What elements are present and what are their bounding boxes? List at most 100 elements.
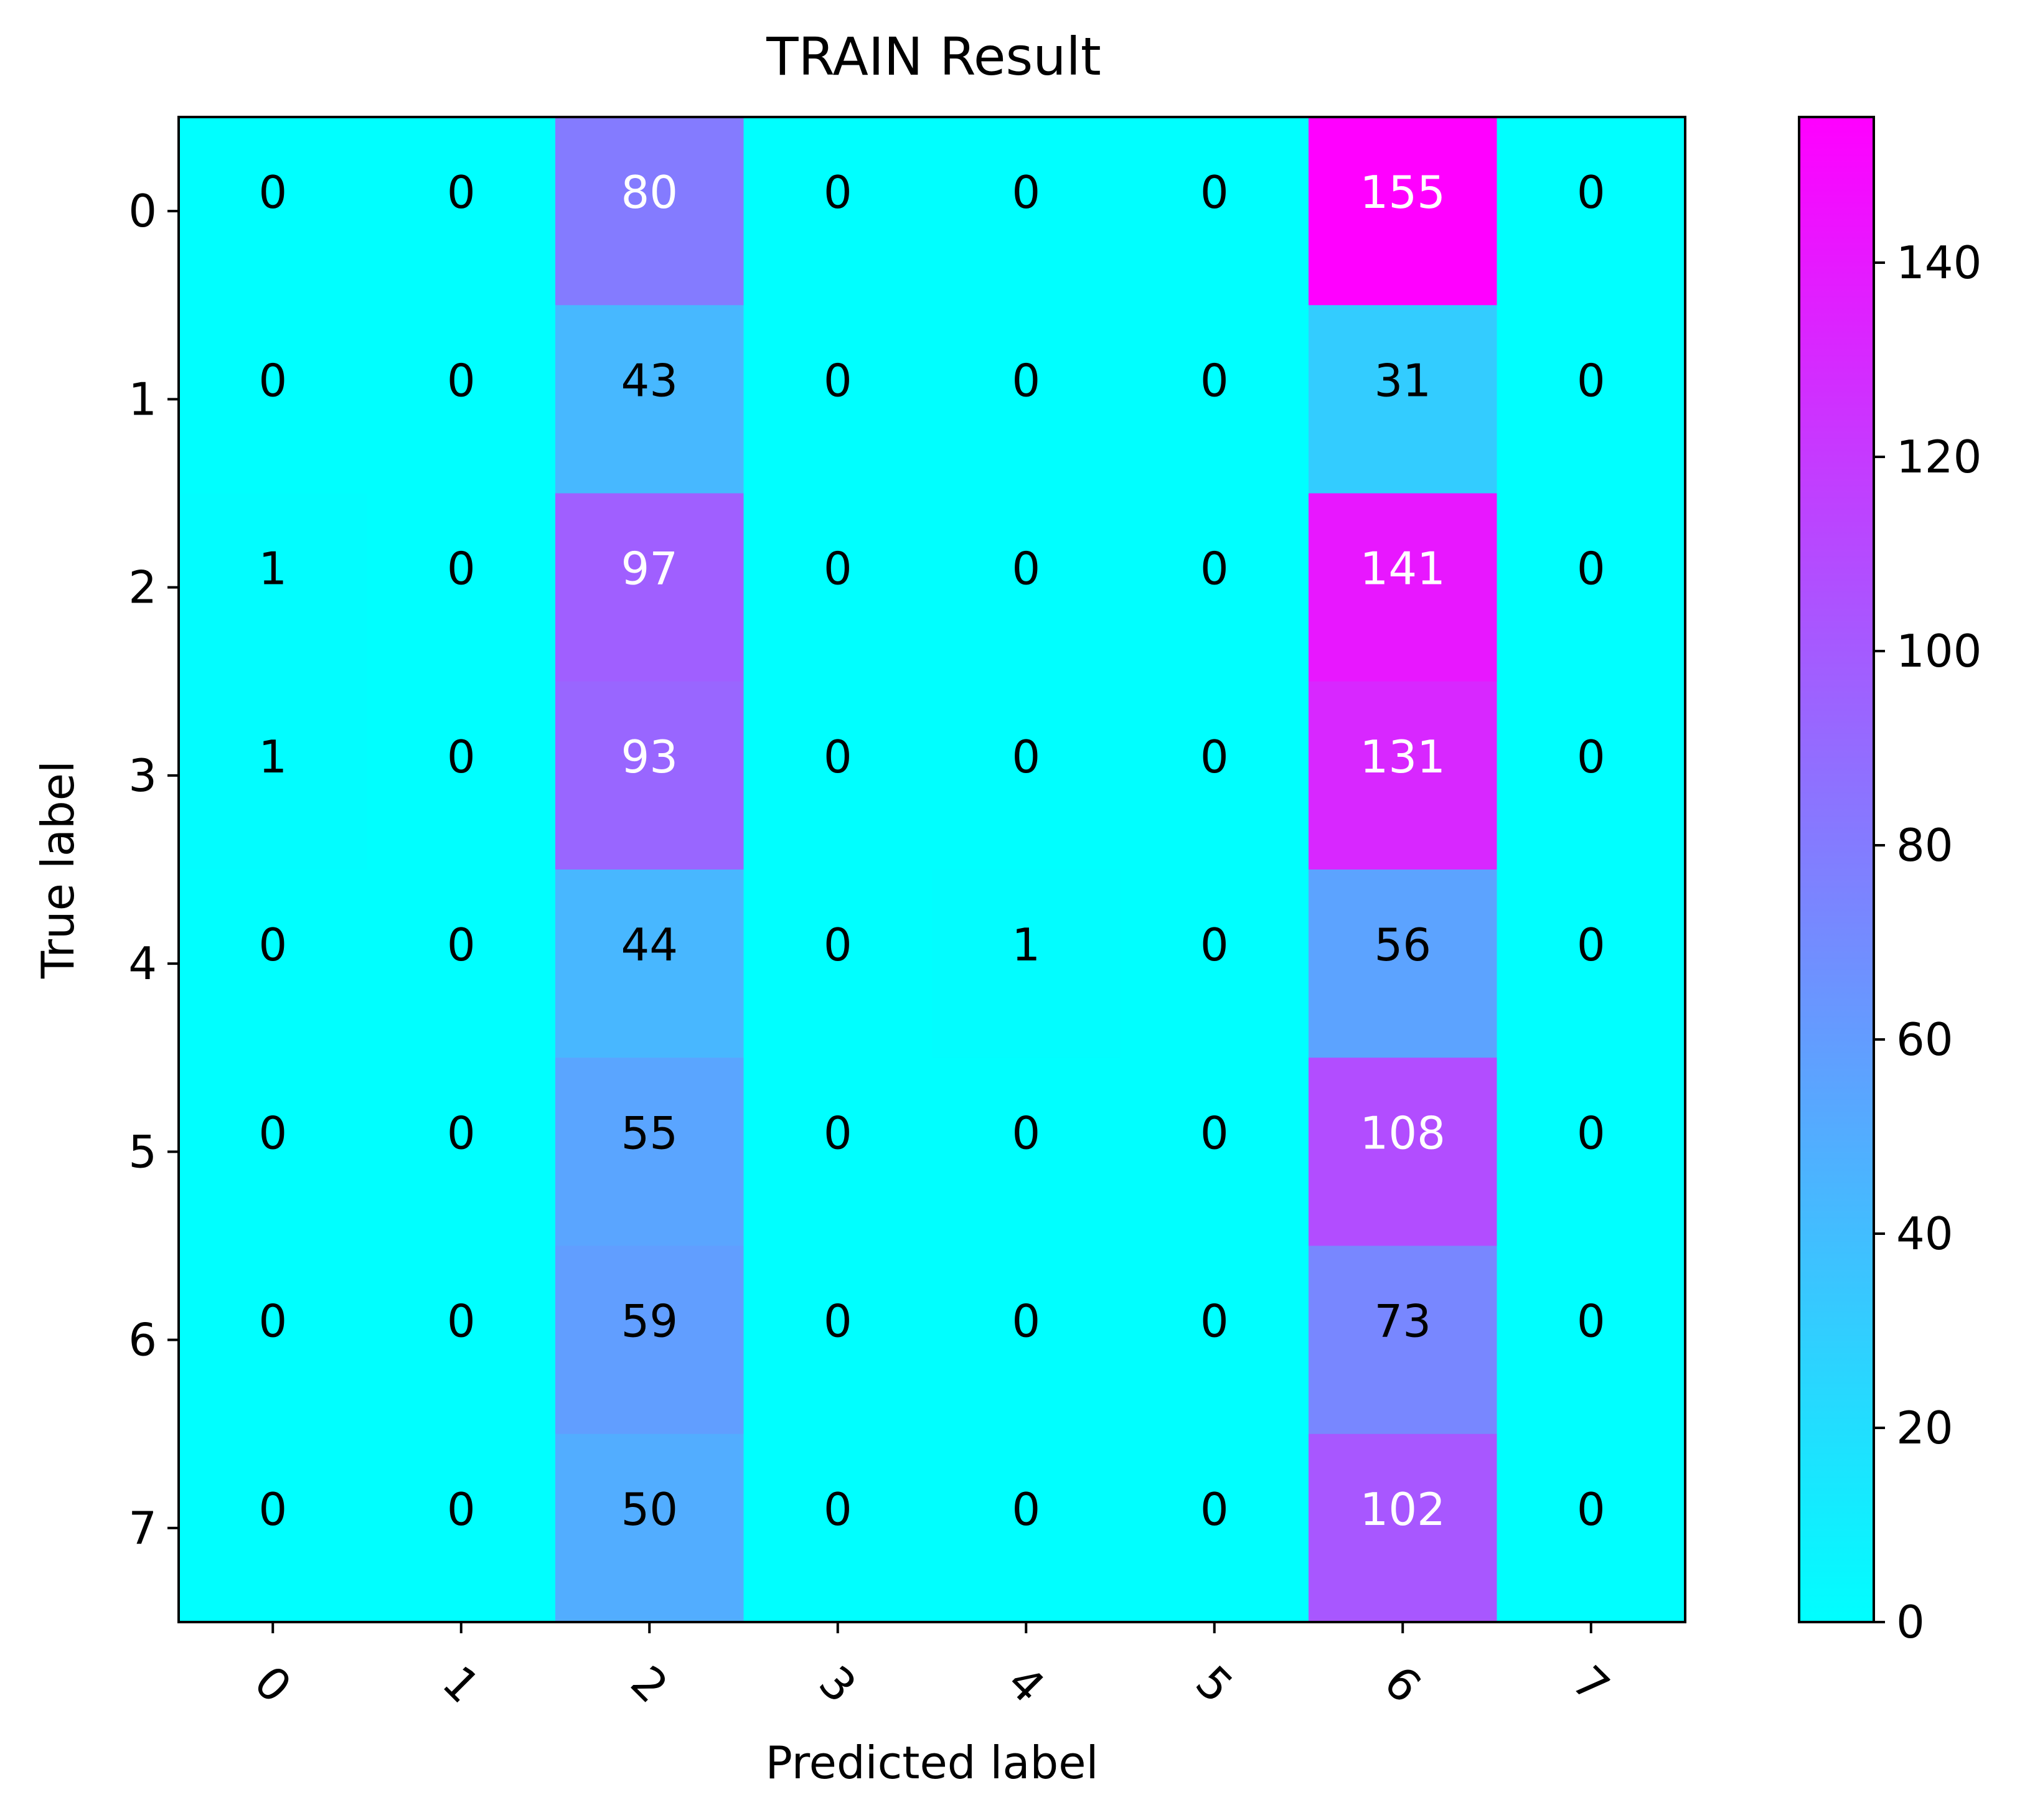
cell-value-6-5: 0 — [1200, 1295, 1229, 1348]
cell-value-6-2: 59 — [621, 1295, 678, 1348]
heatmap-cell-5-5 — [1120, 1058, 1309, 1247]
y-tick-label: 3 — [128, 749, 157, 802]
cell-annotations: 0 0 80 0 0 0 155 00 0 43 0 0 0 31 01 0 97 0 0 0 141 01 0 93 0 0 0 1… — [258, 166, 1605, 1536]
heatmap-cell-4-5 — [1120, 870, 1309, 1058]
cell-value-0-3: 0 — [824, 166, 852, 218]
heatmap-cell-7-2 — [555, 1433, 745, 1623]
cell-value-0-1: 0 — [447, 166, 476, 218]
cell-value-5-5: 0 — [1200, 1107, 1229, 1159]
cell-value-2-6: 141 — [1360, 543, 1445, 595]
cell-value-4-5: 0 — [1200, 919, 1229, 971]
heatmap-cell-5-1 — [367, 1058, 556, 1247]
cell-value-5-2: 55 — [621, 1107, 678, 1159]
cell-value-0-0: 0 — [258, 166, 287, 218]
heatmap-cell-5-4 — [932, 1058, 1121, 1247]
heatmap-cell-0-5 — [1120, 117, 1309, 306]
cell-value-7-6: 102 — [1360, 1483, 1445, 1536]
heatmap-cell-1-5 — [1120, 305, 1309, 494]
cell-value-1-6: 31 — [1374, 354, 1431, 406]
heatmap-cell-6-0 — [179, 1245, 368, 1435]
cell-value-5-1: 0 — [447, 1107, 476, 1159]
heatmap-cell-7-1 — [367, 1433, 556, 1623]
heatmap-cell-6-3 — [743, 1245, 933, 1435]
y-tick-label: 4 — [128, 937, 157, 990]
cell-value-6-7: 0 — [1577, 1295, 1605, 1348]
heatmap-cell-1-7 — [1497, 305, 1686, 494]
heatmap-cell-4-0 — [179, 870, 368, 1058]
heatmap-cell-7-4 — [932, 1433, 1121, 1623]
cell-value-7-3: 0 — [824, 1483, 852, 1536]
x-tick-label: 2 — [621, 1656, 678, 1713]
heatmap-cell-0-7 — [1497, 117, 1686, 306]
heatmap-cell-4-1 — [367, 870, 556, 1058]
heatmap-cell-5-6 — [1309, 1058, 1498, 1247]
cell-value-1-7: 0 — [1577, 354, 1605, 406]
colorbar-tick-label: 0 — [1896, 1596, 1925, 1648]
heatmap-cell-2-2 — [555, 493, 745, 682]
heatmap-cell-1-3 — [743, 305, 933, 494]
cell-value-6-3: 0 — [824, 1295, 852, 1348]
x-tick-label: 0 — [244, 1656, 301, 1713]
cell-value-7-4: 0 — [1012, 1483, 1040, 1536]
cell-value-6-1: 0 — [447, 1295, 476, 1348]
cell-value-3-2: 93 — [621, 731, 678, 783]
cell-value-1-4: 0 — [1012, 354, 1040, 406]
cell-value-4-1: 0 — [447, 919, 476, 971]
colorbar-tick-label: 40 — [1896, 1208, 1953, 1260]
heatmap-cell-0-6 — [1309, 117, 1498, 306]
y-tick-label: 6 — [128, 1314, 157, 1366]
colorbar-tick-label: 100 — [1896, 625, 1981, 677]
cell-value-5-7: 0 — [1577, 1107, 1605, 1159]
heatmap-cell-6-1 — [367, 1245, 556, 1435]
cell-value-2-4: 0 — [1012, 543, 1040, 595]
cell-value-4-6: 56 — [1374, 919, 1431, 971]
cell-value-3-3: 0 — [824, 731, 852, 783]
y-axis-label: True label — [32, 761, 84, 979]
heatmap-cell-4-3 — [743, 870, 933, 1058]
heatmap-cell-3-4 — [932, 681, 1121, 870]
heatmap-cell-2-3 — [743, 493, 933, 682]
y-tick-label: 0 — [128, 185, 157, 237]
cell-value-7-0: 0 — [258, 1483, 287, 1536]
heatmap-cell-2-0 — [179, 493, 368, 682]
heatmap-cell-6-2 — [555, 1245, 745, 1435]
cell-value-4-2: 44 — [621, 919, 678, 971]
heatmap-cell-3-6 — [1309, 681, 1498, 870]
chart-title: TRAIN Result — [766, 26, 1101, 87]
heatmap-cell-4-4 — [932, 870, 1121, 1058]
heatmap-cell-4-7 — [1497, 870, 1686, 1058]
heatmap-cell-4-6 — [1309, 870, 1498, 1058]
heatmap-cell-1-1 — [367, 305, 556, 494]
heatmap-cell-6-5 — [1120, 1245, 1309, 1435]
heatmap-cell-5-7 — [1497, 1058, 1686, 1247]
heatmap-cell-6-6 — [1309, 1245, 1498, 1435]
cell-value-2-5: 0 — [1200, 543, 1229, 595]
cell-value-2-2: 97 — [621, 543, 678, 595]
x-tick-label: 6 — [1374, 1656, 1431, 1713]
heatmap-cell-3-2 — [555, 681, 745, 870]
colorbar — [1798, 116, 1875, 1623]
heatmap-cell-2-5 — [1120, 493, 1309, 682]
heatmap-cell-5-0 — [179, 1058, 368, 1247]
cell-value-0-6: 155 — [1360, 166, 1445, 218]
cell-value-5-6: 108 — [1360, 1107, 1445, 1159]
heatmap-cell-2-7 — [1497, 493, 1686, 682]
x-tick-label: 1 — [433, 1656, 490, 1713]
y-tick-label: 2 — [128, 561, 157, 614]
cell-value-3-7: 0 — [1577, 731, 1605, 783]
heatmap-cell-2-4 — [932, 493, 1121, 682]
x-tick-label: 4 — [997, 1656, 1055, 1713]
heatmap-cells — [179, 117, 1686, 1623]
y-axis-ticks: 0 1 2 3 4 5 6 7 — [128, 185, 179, 1554]
heatmap-cell-7-0 — [179, 1433, 368, 1623]
cell-value-1-2: 43 — [621, 354, 678, 406]
x-tick-label: 5 — [1186, 1656, 1243, 1713]
cell-value-0-4: 0 — [1012, 166, 1040, 218]
cell-value-2-1: 0 — [447, 543, 476, 595]
heatmap-cell-1-6 — [1309, 305, 1498, 494]
heatmap-cell-2-1 — [367, 493, 556, 682]
cell-value-5-0: 0 — [258, 1107, 287, 1159]
heatmap-cell-7-7 — [1497, 1433, 1686, 1623]
cell-value-6-4: 0 — [1012, 1295, 1040, 1348]
heatmap-cell-3-5 — [1120, 681, 1309, 870]
